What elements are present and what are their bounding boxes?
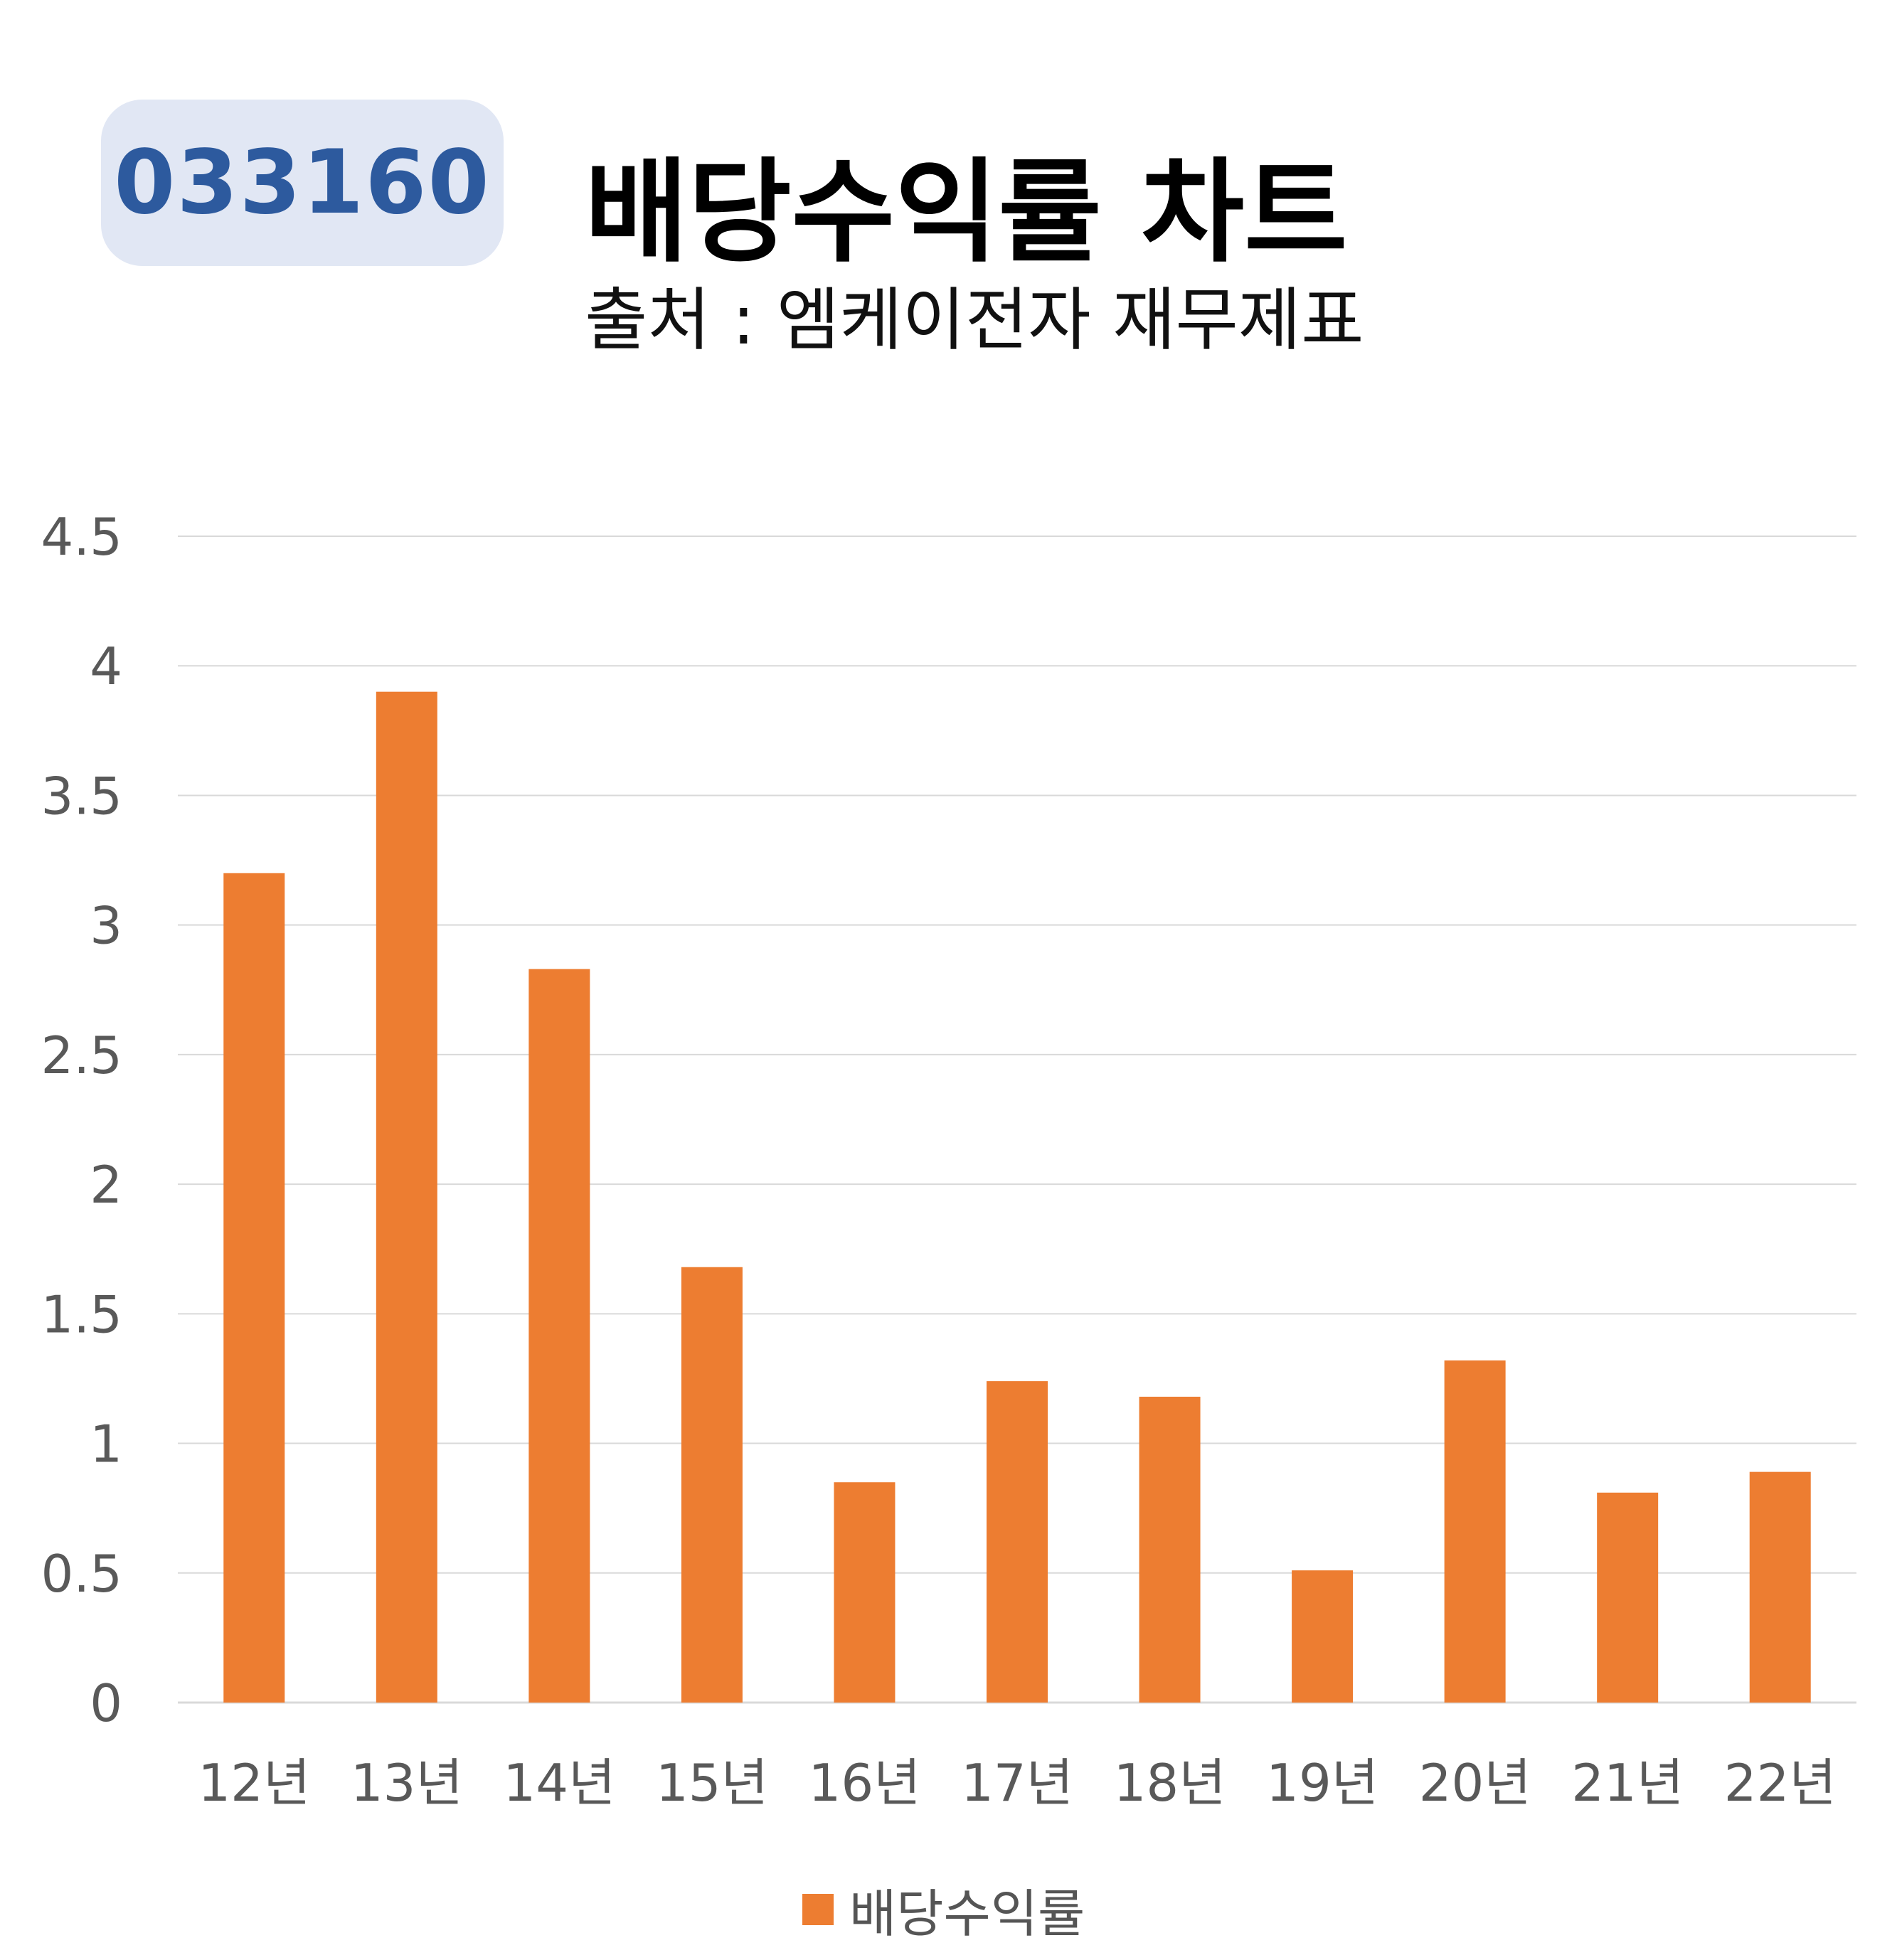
x-tick-label: 21년	[1571, 1753, 1684, 1813]
x-tick-label: 20년	[1419, 1753, 1531, 1813]
bar	[1139, 1396, 1201, 1703]
x-tick-label: 12년	[198, 1753, 310, 1813]
bar	[376, 691, 437, 1703]
y-tick-label: 2.5	[41, 1026, 122, 1085]
y-tick-label: 3	[90, 896, 122, 956]
bar	[1444, 1360, 1506, 1703]
bars	[223, 691, 1811, 1703]
bar	[1597, 1492, 1659, 1703]
legend: 배당수익률	[802, 1872, 1085, 1946]
y-tick-label: 0.5	[41, 1544, 122, 1604]
y-tick-label: 2	[90, 1155, 122, 1215]
x-tick-label: 17년	[961, 1753, 1073, 1813]
bar	[834, 1482, 896, 1703]
x-tick-label: 13년	[351, 1753, 463, 1813]
bar	[223, 873, 285, 1703]
stock-code: 033160	[114, 132, 491, 234]
bar	[1749, 1471, 1811, 1703]
bar	[681, 1267, 743, 1703]
page-title: 배당수익률 차트	[585, 147, 1348, 278]
bar	[528, 969, 590, 1703]
x-tick-label: 15년	[656, 1753, 768, 1813]
y-tick-label: 3.5	[41, 766, 122, 826]
page-subtitle: 출처 : 엠케이전자 재무제표	[585, 280, 1364, 360]
bar	[987, 1381, 1048, 1703]
bar	[1292, 1570, 1354, 1703]
legend-swatch	[802, 1893, 834, 1925]
y-tick-label: 1	[90, 1415, 122, 1474]
y-tick-label: 0	[90, 1673, 122, 1733]
y-tick-label: 4	[90, 637, 122, 696]
x-tick-label: 16년	[809, 1753, 921, 1813]
x-tick-label: 19년	[1266, 1753, 1378, 1813]
y-tick-label: 1.5	[41, 1284, 122, 1344]
x-tick-label: 14년	[503, 1753, 615, 1813]
y-tick-label: 4.5	[41, 507, 122, 567]
stock-code-badge: 033160	[101, 100, 504, 266]
legend-label: 배당수익률	[849, 1884, 1085, 1944]
x-tick-label: 18년	[1114, 1753, 1226, 1813]
x-tick-label: 22년	[1724, 1753, 1837, 1813]
y-axis-ticks: 0 0.5 1 1.5 2 2.5 3 3.5 4 4.5	[41, 507, 122, 1733]
x-axis-ticks: 12년 13년 14년 15년 16년 17년 18년 19년 20년 21년 22년	[198, 1753, 1836, 1813]
